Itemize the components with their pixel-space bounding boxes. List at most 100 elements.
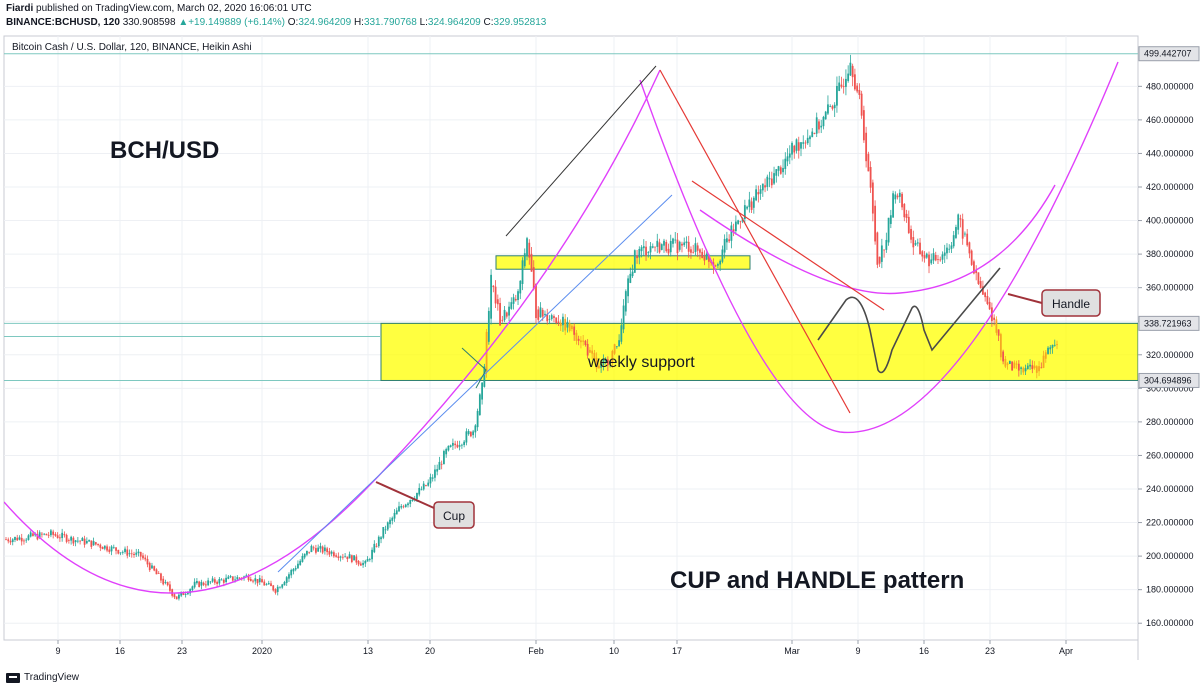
candle-body	[175, 596, 178, 600]
cup-curve-left[interactable]	[4, 69, 661, 594]
candle-body	[791, 142, 793, 155]
footer-brand[interactable]: TradingView	[24, 672, 80, 683]
candle-body	[838, 82, 841, 91]
candle-body	[703, 256, 706, 261]
candle-body	[602, 359, 605, 365]
asset-label: BCH/USD	[110, 137, 219, 164]
open-value: 324.964209	[298, 17, 352, 28]
candle-body	[135, 552, 138, 555]
candle-body	[222, 579, 225, 583]
last-price: 330.908598	[122, 17, 176, 28]
candle-body	[422, 483, 425, 490]
candle-body	[907, 216, 910, 234]
candle-body	[934, 254, 937, 261]
candle-body	[649, 246, 652, 253]
projected-path[interactable]	[817, 267, 1001, 374]
x-tick-label: Apr	[1059, 646, 1073, 656]
candle-body	[737, 220, 740, 224]
candle-body	[380, 537, 382, 540]
x-tick-label: 16	[115, 646, 125, 656]
candle-body	[386, 522, 389, 530]
candle-body	[642, 246, 645, 249]
candle-body	[99, 544, 102, 548]
candle-body	[575, 332, 578, 341]
price-axis[interactable]: 480.000000 460.000000 440.000000 420.000000…	[1138, 46, 1200, 629]
price-chart[interactable]: 480.000000 460.000000 440.000000 420.000000…	[0, 0, 1200, 668]
candle-body	[121, 551, 124, 553]
candle-body	[440, 463, 443, 465]
candle-body	[831, 106, 834, 109]
candle-body	[510, 302, 513, 309]
candle-body	[299, 560, 302, 565]
candle-body	[699, 249, 701, 253]
candle-body	[784, 158, 787, 170]
candle-body	[1008, 360, 1011, 364]
publisher-name[interactable]: Fiardi	[6, 3, 34, 14]
candle-body	[487, 310, 490, 342]
candle-body	[916, 242, 919, 244]
candle-body	[743, 205, 746, 220]
candle-body	[328, 551, 331, 555]
candle-body	[777, 166, 780, 171]
candle-body	[90, 540, 93, 547]
candle-body	[447, 445, 450, 451]
cup-callout[interactable]: Cup	[375, 481, 475, 529]
price-change: +19.149889 (+6.14%)	[188, 17, 285, 28]
candle-body	[391, 517, 394, 521]
red-trendline-shallow[interactable]	[691, 180, 885, 311]
candle-body	[274, 589, 277, 593]
drawings[interactable]	[4, 61, 1119, 594]
x-tick-label: Mar	[784, 646, 800, 656]
red-trendline-steep[interactable]	[659, 69, 851, 414]
support-zone[interactable]	[380, 322, 1138, 381]
candle-body	[115, 547, 117, 551]
candle-body	[308, 551, 311, 553]
candle-body	[779, 167, 782, 174]
candle-body	[124, 548, 126, 553]
candle-body	[836, 85, 838, 106]
candle-body	[1004, 358, 1007, 367]
candle-body	[957, 214, 960, 230]
candle-body	[566, 321, 569, 328]
y-tick-label: 280.000000	[1146, 417, 1194, 427]
candle-body	[620, 325, 623, 342]
candle-body	[1044, 352, 1047, 359]
y-tick-label: 380.000000	[1146, 249, 1194, 259]
upper-trendline[interactable]	[505, 65, 657, 237]
price-highlight-label: 338.721963	[1144, 318, 1192, 328]
candle-body	[950, 245, 953, 249]
candle-body	[1056, 344, 1058, 346]
candle-body	[869, 167, 872, 188]
resistance-zone[interactable]	[495, 255, 751, 270]
y-tick-label: 400.000000	[1146, 216, 1194, 226]
candle-body	[76, 540, 79, 542]
candle-body	[943, 252, 946, 256]
handle-callout[interactable]: Handle	[1007, 289, 1101, 317]
handle-curve[interactable]	[699, 184, 1056, 295]
candle-body	[970, 250, 973, 265]
flag-triangle[interactable]	[461, 347, 487, 389]
candle-body	[692, 251, 695, 253]
candle-body	[683, 242, 686, 246]
y-tick-label: 260.000000	[1146, 450, 1194, 460]
blue-trendline[interactable]	[277, 194, 673, 573]
time-axis[interactable]: 9 16 23 2020 13 20 Feb 10 17 Mar 9 16 23 Apr	[55, 640, 1073, 656]
candle-body	[359, 563, 362, 566]
candle-body	[72, 537, 75, 544]
candle-body	[344, 556, 347, 558]
cup-curve-right[interactable]	[639, 61, 1119, 434]
candle-body	[508, 306, 510, 316]
candle-body	[797, 142, 800, 151]
candle-body	[856, 85, 859, 92]
candle-body	[676, 239, 679, 254]
candle-body	[766, 176, 769, 187]
chart-header: Fiardi published on TradingView.com, Mar…	[0, 0, 1200, 32]
candle-body	[335, 555, 338, 557]
candle-body	[357, 560, 360, 565]
candle-body	[404, 504, 407, 508]
candle-body	[544, 313, 546, 315]
candle-body	[557, 321, 560, 323]
candle-body	[285, 577, 288, 583]
candle-body	[220, 579, 223, 581]
candle-body	[755, 189, 757, 201]
